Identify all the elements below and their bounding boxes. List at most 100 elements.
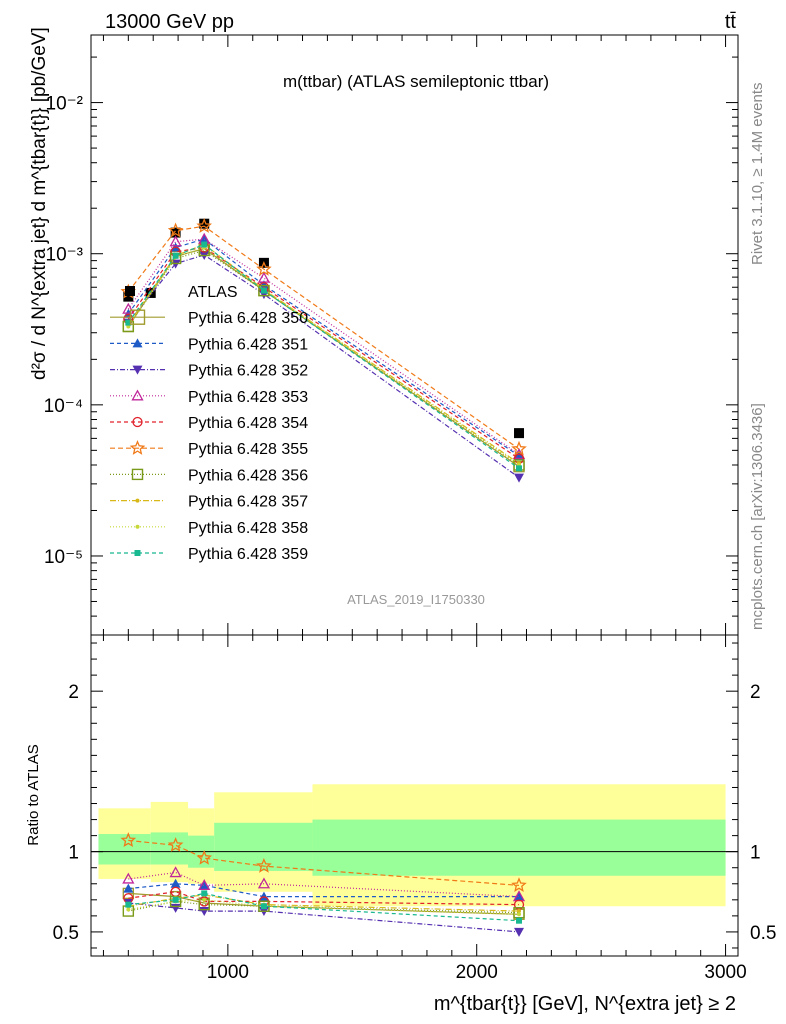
series-354 [123, 242, 525, 464]
ratio-series-355 [120, 832, 527, 892]
watermark-label: ATLAS_2019_I1750330 [347, 592, 485, 607]
legend-label: Pythia 6.428 352 [188, 363, 308, 380]
data-point [122, 302, 135, 314]
legend-item: Pythia 6.428 359 [110, 546, 308, 563]
legend-marker [135, 524, 140, 529]
x-tick-labels: 1000 2000 3000 [207, 962, 747, 983]
data-point [257, 271, 271, 283]
series-355 [120, 217, 527, 456]
series-358 [126, 245, 522, 467]
ratio-data-point [514, 927, 525, 937]
main-ticks [91, 35, 738, 636]
ratio-ticks [91, 635, 738, 956]
series-line [127, 246, 520, 466]
main-y-tick-label: 10⁻³ [46, 245, 84, 266]
ratio-y-axis-label: Ratio to ATLAS [25, 744, 42, 845]
legend-label: ATLAS [188, 284, 238, 301]
ratio-data-point [257, 877, 271, 889]
data-point [514, 473, 525, 483]
ratio-y-tick-label-right: 1 [750, 843, 761, 864]
atlas-data-point [199, 218, 210, 229]
legend-label: Pythia 6.428 355 [188, 441, 308, 458]
ratio-data-point [201, 890, 208, 897]
atlas-data-point [514, 428, 525, 439]
series-line [127, 238, 520, 455]
legend-marker [129, 309, 146, 325]
legend-item: ATLAS [125, 284, 238, 301]
ratio-series-layer [120, 832, 527, 937]
series-line [127, 225, 520, 450]
main-y-tick-labels: 10⁻⁵ 10⁻⁴ 10⁻³ 10⁻² [44, 94, 83, 568]
series-line [127, 254, 520, 479]
process-label: tt̄ [725, 11, 737, 33]
legend-item: Pythia 6.428 353 [110, 389, 308, 406]
ratio-y-tick-labels: 0.5 0.5 1 1 2 2 [53, 682, 777, 944]
legend-label: Pythia 6.428 358 [188, 520, 308, 537]
legend-label: Pythia 6.428 353 [188, 389, 308, 406]
ratio-data-point [516, 917, 523, 924]
ratio-series-line [128, 892, 520, 922]
uncertainty-band-inner [312, 819, 726, 876]
ratio-data-point [199, 907, 210, 917]
energy-label: 13000 GeV pp [105, 11, 234, 33]
series-atlas [123, 218, 525, 439]
ratio-data-point [196, 849, 212, 865]
ratio-data-point [122, 872, 135, 884]
series-line [127, 248, 520, 468]
ratio-data-point [256, 857, 272, 873]
series-line [127, 243, 520, 464]
main-panel: m(ttbar) (ATLAS semileptonic ttbar) ATLA… [29, 27, 739, 636]
ratio-data-point [170, 878, 181, 888]
data-point [167, 222, 184, 238]
legend-marker [132, 365, 143, 375]
ratio-series-351 [123, 878, 525, 901]
ratio-data-point [517, 909, 522, 914]
ratio-y-tick-label-right: 0.5 [750, 923, 776, 944]
main-series-layer [120, 217, 527, 483]
ratio-data-point [513, 906, 525, 919]
x-tick-label: 2000 [456, 962, 498, 983]
rivet-label: Rivet 3.1.10, ≥ 1.4M events [749, 83, 766, 266]
ratio-series-line [128, 892, 520, 915]
legend-label: Pythia 6.428 350 [188, 310, 308, 327]
ratio-series-359 [125, 890, 523, 924]
legend-item: Pythia 6.428 352 [110, 363, 308, 380]
ratio-panel: 0.5 0.5 1 1 2 2 1000 2000 3000 Ratio to ATLAS m… [25, 634, 777, 1015]
data-point [201, 241, 208, 248]
ratio-data-point [126, 907, 131, 912]
legend-marker [131, 389, 144, 401]
data-point [256, 261, 272, 276]
series-357 [126, 242, 522, 466]
data-point [172, 252, 179, 259]
main-y-axis-label: d²σ / d N^{extra jet} d m^{tbar{t}} [pb/… [29, 27, 50, 380]
data-point [260, 287, 267, 294]
ratio-data-point [169, 866, 182, 878]
legend-marker [132, 416, 143, 428]
legend-item: Pythia 6.428 351 [110, 336, 308, 353]
data-point [511, 440, 527, 456]
ratio-data-point [167, 837, 184, 852]
legend-item: Pythia 6.428 350 [110, 309, 308, 327]
ratio-data-point [260, 903, 267, 910]
uncertainty-band-inner [214, 822, 313, 871]
legend: ATLAS Pythia 6.428 350 Pythia 6.428 351 Pyt… [110, 284, 308, 563]
ratio-y-tick-label-right: 2 [750, 682, 761, 703]
uncertainty-band-inner [98, 834, 151, 865]
legend-label: Pythia 6.428 357 [188, 494, 308, 511]
ratio-data-point [172, 896, 179, 903]
legend-marker [135, 498, 140, 503]
ratio-data-point [511, 877, 527, 892]
main-y-tick-label: 10⁻⁴ [44, 396, 83, 417]
chart-title: m(ttbar) (ATLAS semileptonic ttbar) [283, 72, 549, 91]
ratio-data-point [198, 879, 211, 891]
data-point [516, 465, 523, 472]
ratio-data-point [514, 891, 525, 901]
ratio-data-point [125, 901, 132, 908]
ratio-y-tick-label: 1 [68, 843, 79, 864]
series-352 [123, 251, 525, 483]
x-tick-label: 3000 [704, 962, 746, 983]
ratio-series-line [128, 894, 520, 912]
series-353 [122, 232, 526, 460]
legend-item: Pythia 6.428 358 [110, 520, 308, 537]
legend-item: Pythia 6.428 355 [110, 440, 308, 458]
